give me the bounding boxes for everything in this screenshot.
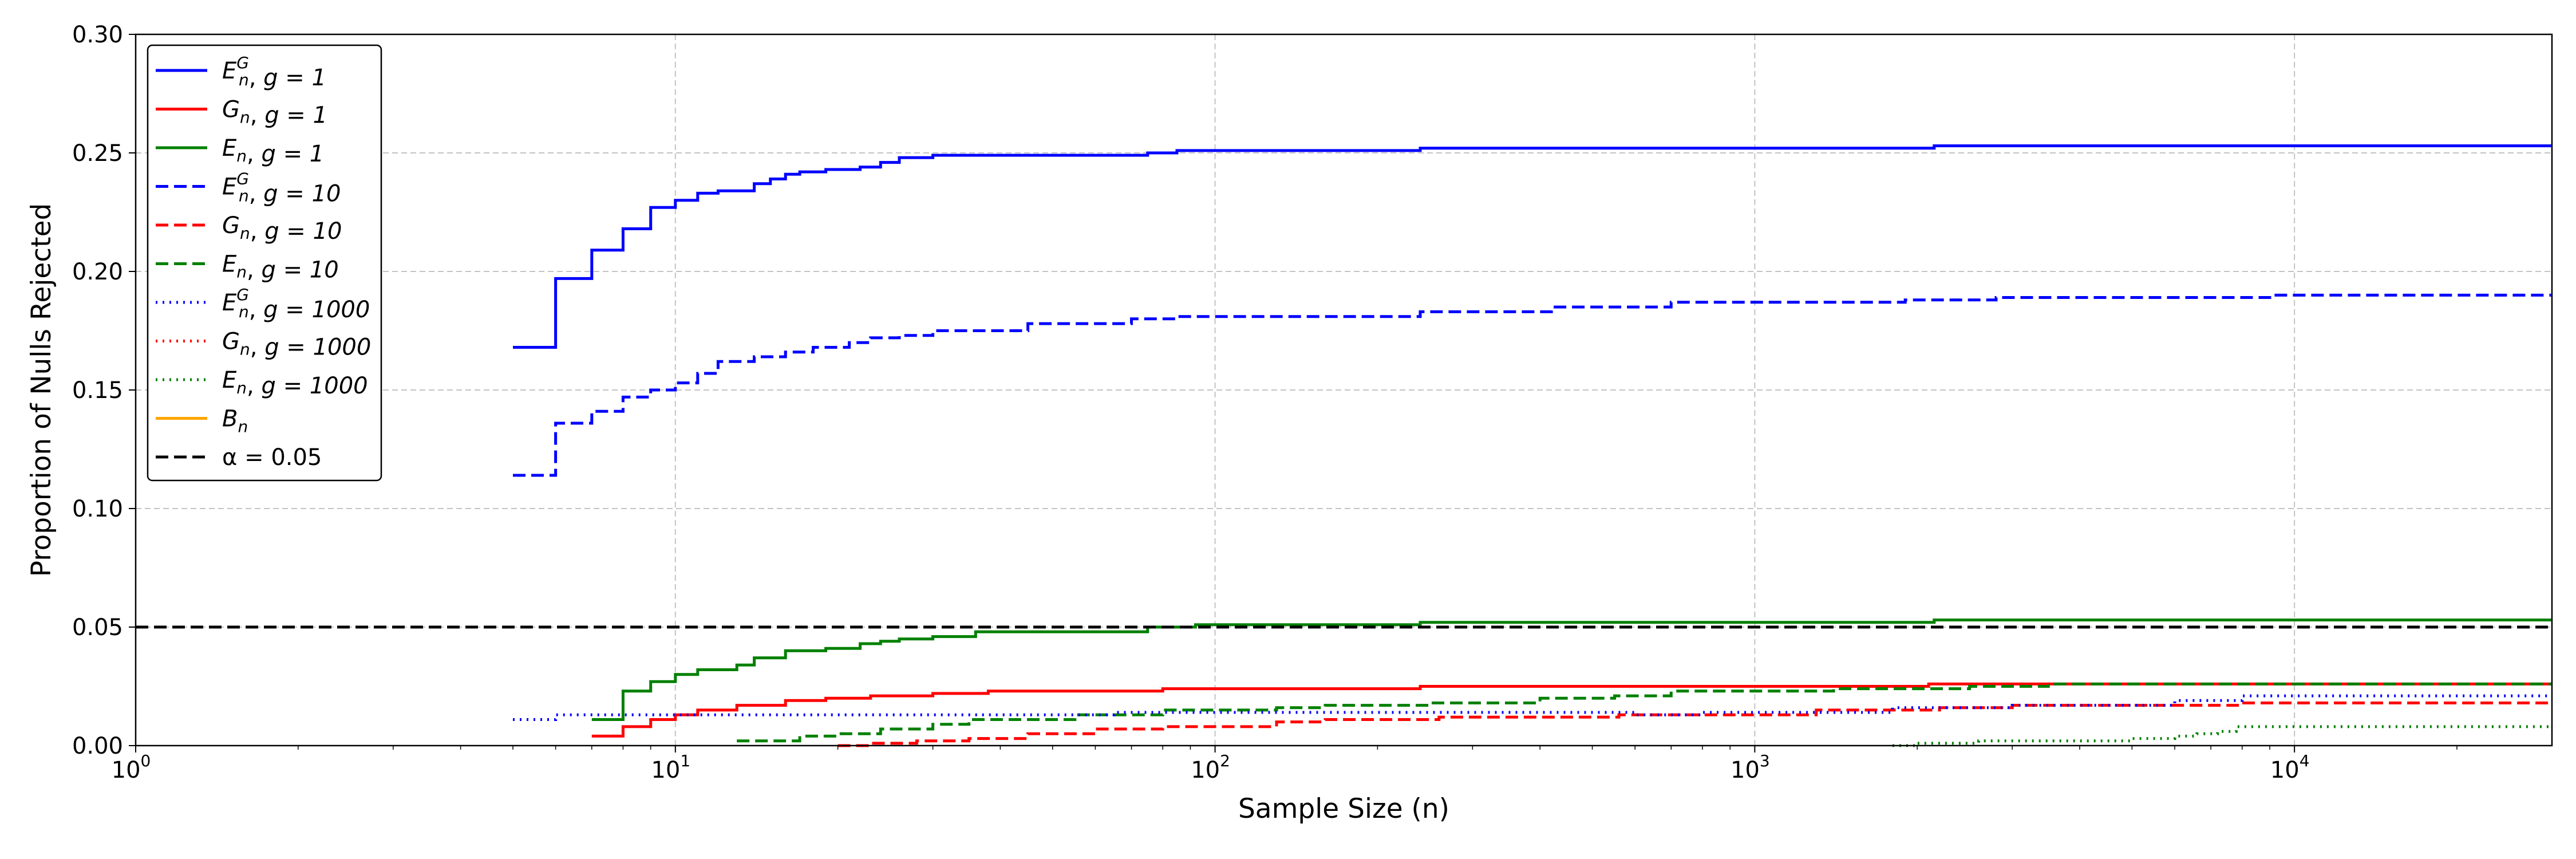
legend-label: En, g = 1	[222, 135, 324, 167]
legend-label: En, g = 10	[222, 251, 339, 283]
series-line	[737, 682, 2552, 743]
y-tick-label: 0.25	[72, 140, 123, 167]
series-line	[513, 694, 2552, 721]
y-tick-label: 0.10	[72, 496, 123, 522]
y-tick-label: 0.30	[72, 22, 123, 48]
x-axis-label: Sample Size (n)	[1238, 793, 1449, 825]
legend-label: Gn, g = 10	[222, 212, 342, 245]
series-line	[513, 293, 2552, 477]
legend-label: EG n, g = 10	[222, 170, 341, 207]
x-tick-label: 102	[1191, 751, 1230, 783]
legend-label: α = 0.05	[222, 444, 322, 471]
series-line	[513, 144, 2552, 349]
series-layer	[513, 144, 2552, 747]
legend-label: EG n, g = 1	[222, 53, 326, 91]
series-line	[837, 702, 2552, 747]
series-line	[1893, 725, 2552, 747]
y-tick-label: 0.00	[72, 733, 123, 759]
series-line	[591, 682, 2552, 738]
y-tick-label: 0.15	[72, 377, 123, 404]
legend-label: En, g = 1000	[222, 367, 368, 399]
legend-label: EG n, g = 1000	[222, 285, 370, 323]
y-axis-label: Proportion of Nulls Rejected	[26, 203, 57, 577]
legend: EG n, g = 1 Gn, g = 1 En, g = 1EG n, g = 10 G…	[147, 44, 382, 482]
legend-label: Gn, g = 1000	[222, 329, 371, 361]
series-line	[591, 618, 2552, 721]
y-tick-label: 0.05	[72, 614, 123, 641]
legend-label: Bn	[222, 406, 248, 436]
y-tick-label: 0.20	[72, 259, 123, 285]
legend-box	[147, 44, 382, 482]
legend-label: Gn, g = 1	[222, 97, 327, 129]
plot-frame	[135, 33, 2553, 747]
